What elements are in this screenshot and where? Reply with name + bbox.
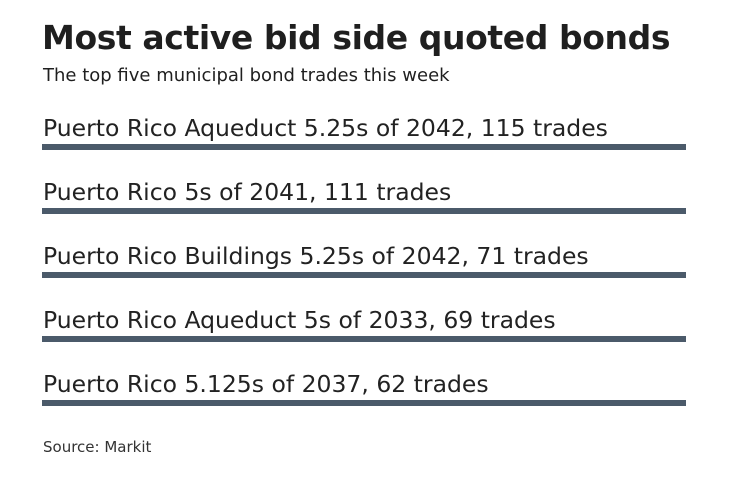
- bar: [42, 400, 686, 406]
- bar: [42, 208, 686, 214]
- bar-row: Puerto Rico Aqueduct 5s of 2033, 69 trad…: [42, 301, 686, 365]
- bar-label: Puerto Rico Aqueduct 5s of 2033, 69 trad…: [43, 306, 556, 334]
- bar-row: Puerto Rico 5.125s of 2037, 62 trades: [42, 365, 686, 429]
- bar-row: Puerto Rico Aqueduct 5.25s of 2042, 115 …: [42, 109, 686, 173]
- bar-row: Puerto Rico 5s of 2041, 111 trades: [42, 173, 686, 237]
- bar-label: Puerto Rico Buildings 5.25s of 2042, 71 …: [43, 242, 589, 270]
- bar-label: Puerto Rico Aqueduct 5.25s of 2042, 115 …: [43, 114, 608, 142]
- bar: [42, 272, 686, 278]
- bar-list: Puerto Rico Aqueduct 5.25s of 2042, 115 …: [42, 109, 686, 429]
- chart-title: Most active bid side quoted bonds: [42, 18, 671, 57]
- source-note: Source: Markit: [43, 438, 152, 456]
- bar-label: Puerto Rico 5.125s of 2037, 62 trades: [43, 370, 489, 398]
- bar: [42, 336, 686, 342]
- chart-subtitle: The top five municipal bond trades this …: [43, 65, 450, 86]
- bar-label: Puerto Rico 5s of 2041, 111 trades: [43, 178, 452, 206]
- bar: [42, 144, 686, 150]
- bar-row: Puerto Rico Buildings 5.25s of 2042, 71 …: [42, 237, 686, 301]
